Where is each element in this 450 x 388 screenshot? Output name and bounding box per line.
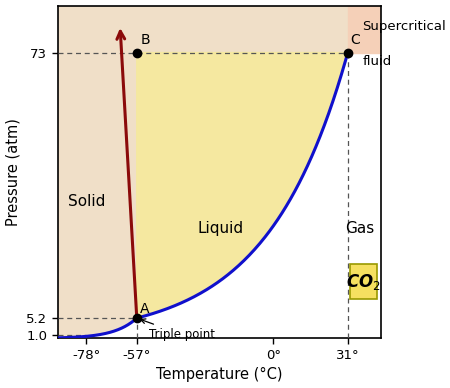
Text: Supercritical: Supercritical — [362, 20, 446, 33]
Polygon shape — [58, 52, 381, 338]
Text: Liquid: Liquid — [198, 221, 244, 236]
Text: Triple point: Triple point — [141, 319, 215, 341]
Text: B: B — [140, 33, 150, 47]
Polygon shape — [348, 5, 381, 52]
Text: Solid: Solid — [68, 194, 105, 209]
Polygon shape — [137, 52, 348, 318]
Text: A: A — [140, 302, 150, 316]
Bar — [350, 264, 377, 299]
Text: CO$_2$: CO$_2$ — [346, 272, 381, 292]
Text: C: C — [350, 33, 360, 47]
Text: fluid: fluid — [362, 54, 392, 68]
X-axis label: Temperature (°C): Temperature (°C) — [156, 367, 283, 383]
Y-axis label: Pressure (atm): Pressure (atm) — [5, 118, 21, 226]
Text: Gas: Gas — [345, 221, 374, 236]
